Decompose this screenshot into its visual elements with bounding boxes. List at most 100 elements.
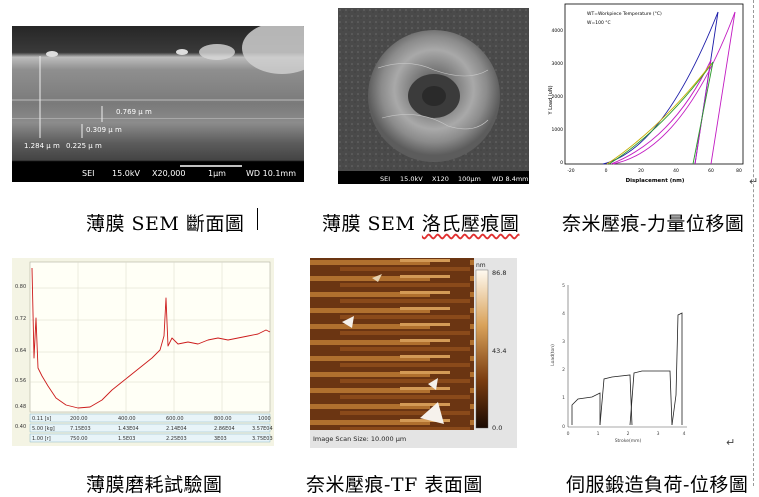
- sem-scale: 1μm: [208, 169, 226, 178]
- y-tick: 0.72: [15, 316, 26, 322]
- y-tick: 0: [560, 160, 563, 166]
- sem-indent-image: SEI 15.0kV X120 100μm WD 8.4mm: [338, 8, 529, 184]
- row-value: 2.86E04: [214, 426, 235, 432]
- x-tick: 20: [638, 168, 644, 174]
- x-axis-label: Displacement (nm): [626, 178, 685, 184]
- x-tick-labels: 0 1 2 3 4: [567, 431, 686, 437]
- sem-magnification: X20,000: [152, 169, 185, 178]
- sem-wd: WD 10.1mm: [246, 169, 296, 178]
- load-curve-8: [606, 63, 712, 165]
- sem-voltage: 15.0kV: [112, 169, 140, 178]
- row-value: 3.75E03: [252, 436, 273, 442]
- x-axis-label: Stroke(mm): [615, 438, 642, 444]
- text-cursor: [257, 208, 258, 230]
- y-tick: 4: [562, 311, 565, 317]
- sem-wd: WD 8.4mm: [492, 175, 529, 183]
- y-tick: 2: [562, 367, 565, 373]
- load-curve-2: [612, 11, 736, 165]
- x-tick: 1: [597, 431, 600, 437]
- row-value: 1.5E03: [118, 436, 135, 442]
- y-tick: 2000: [552, 94, 564, 100]
- footer-rows: 0.11 [s] 5.00 [kg] 1.00 [r] 200.00 400.0…: [29, 413, 273, 443]
- y-tick: 0.40: [15, 424, 26, 430]
- forging-curve-0: [571, 392, 601, 425]
- x-tick: 0: [605, 168, 608, 174]
- x-tick: -20: [567, 168, 574, 174]
- caption-text: 薄膜 SEM 洛氏壓痕圖: [322, 213, 520, 235]
- afm-scale-mid: 43.4: [492, 347, 506, 355]
- y-tick: 0.48: [15, 404, 26, 410]
- grid-lines: [30, 262, 270, 412]
- x-tick: 600.00: [166, 416, 184, 422]
- y-tick: 0.64: [15, 348, 26, 354]
- paragraph-mark: ↵: [726, 436, 736, 449]
- sem-magnification: X120: [432, 175, 449, 183]
- sem-scale: 100μm: [458, 175, 481, 183]
- afm-scan-size: Image Scan Size: 10.000 μm: [313, 435, 406, 443]
- afm-surface-image: nm 86.8 43.4 0.0 Image Scan Size: 10.000…: [310, 258, 517, 448]
- x-tick: 40: [673, 168, 679, 174]
- x-tick: 0: [567, 431, 570, 437]
- wear-test-chart: 0.80 0.72 0.64 0.56 0.48 0.40 0.11 [s] 5…: [12, 258, 274, 446]
- row-value: 750.00: [70, 436, 88, 442]
- sem-cross-section-image: 0.769 μ m 0.309 μ m 1.284 μ m 0.225 μ m …: [12, 26, 304, 182]
- forging-curve-3: [671, 312, 683, 426]
- spellcheck-underline: 洛氏壓痕圖: [421, 213, 520, 235]
- row-value: 3E03: [214, 436, 227, 442]
- row-value: 1.43E04: [118, 426, 139, 432]
- measure-label: 0.309 μ m: [86, 126, 122, 134]
- y-tick: 4000: [552, 28, 564, 34]
- load-curve-6: [608, 61, 714, 165]
- nanoindent-load-displacement-chart: WT=Workpiece Temperature (°C) W=100 °C 4…: [543, 0, 748, 188]
- x-tick: 2: [627, 431, 630, 437]
- forging-curves: [571, 312, 683, 426]
- measure-label: 1.284 μ m: [24, 142, 60, 150]
- y-tick-labels: 5 4 3 2 1 0: [562, 283, 565, 430]
- legend-entry: W=100 °C: [587, 20, 611, 26]
- row-label: 5.00 [kg]: [32, 426, 55, 432]
- sem-voltage: 15.0kV: [400, 175, 423, 183]
- load-curve-7: [692, 61, 714, 165]
- forging-curve-2: [629, 370, 673, 426]
- y-axis-label: Y Load (uN): [548, 85, 554, 115]
- x-tick: 3: [657, 431, 660, 437]
- afm-scale-min: 0.0: [492, 424, 502, 432]
- x-tick: 400.00: [118, 416, 136, 422]
- forging-curve-1: [599, 374, 633, 426]
- x-tick: 200.00: [70, 416, 88, 422]
- load-curve-3: [710, 11, 736, 165]
- y-tick-labels: 0.80 0.72 0.64 0.56 0.48 0.40: [15, 284, 26, 430]
- y-tick-labels: 4000 3000 2000 1000 0: [552, 28, 564, 166]
- y-tick: 0: [562, 424, 565, 430]
- afm-scale-max: 86.8: [492, 269, 506, 277]
- y-tick: 1: [562, 395, 565, 401]
- row-value: 3.57E04: [252, 426, 273, 432]
- row-label: 1.00 [r]: [32, 436, 51, 442]
- measure-label: 0.225 μ m: [66, 142, 102, 150]
- x-tick-labels: -20 0 20 40 60 80: [567, 168, 742, 174]
- forging-load-displacement-chart: 5 4 3 2 1 0 0 1 2 3 4 Stroke(mm) Load(to…: [542, 275, 747, 445]
- x-tick: 80: [736, 168, 742, 174]
- row-label: 0.11 [s]: [32, 416, 51, 422]
- y-tick: 5: [562, 283, 565, 289]
- friction-curve: [31, 267, 271, 409]
- caption-sem-indent: 薄膜 SEM 洛氏壓痕圖: [322, 209, 519, 236]
- y-tick: 0.56: [15, 378, 26, 384]
- x-tick: 800.00: [214, 416, 232, 422]
- caption-wear-test: 薄膜磨耗試驗圖: [86, 474, 223, 496]
- sem-detector: SEI: [82, 169, 95, 178]
- y-tick: 3000: [552, 61, 564, 67]
- x-tick: 4: [683, 431, 686, 437]
- caption-sem-cross-section: 薄膜 SEM 斷面圖: [86, 213, 245, 235]
- measure-label: 0.769 μ m: [116, 108, 152, 116]
- legend-entry: WT=Workpiece Temperature (°C): [587, 11, 662, 17]
- row-value: 2.14E04: [166, 426, 187, 432]
- caption-nanoindent-chart: 奈米壓痕-力量位移圖: [562, 213, 745, 235]
- caption-forging-chart: 伺服鍛造負荷-位移圖: [566, 474, 749, 496]
- x-tick: 1000: [258, 416, 271, 422]
- y-tick: 0.80: [15, 284, 26, 290]
- afm-unit: nm: [476, 262, 486, 269]
- nanoindent-curves: [602, 11, 736, 165]
- row-value: 2.25E03: [166, 436, 187, 442]
- x-tick: 60: [708, 168, 714, 174]
